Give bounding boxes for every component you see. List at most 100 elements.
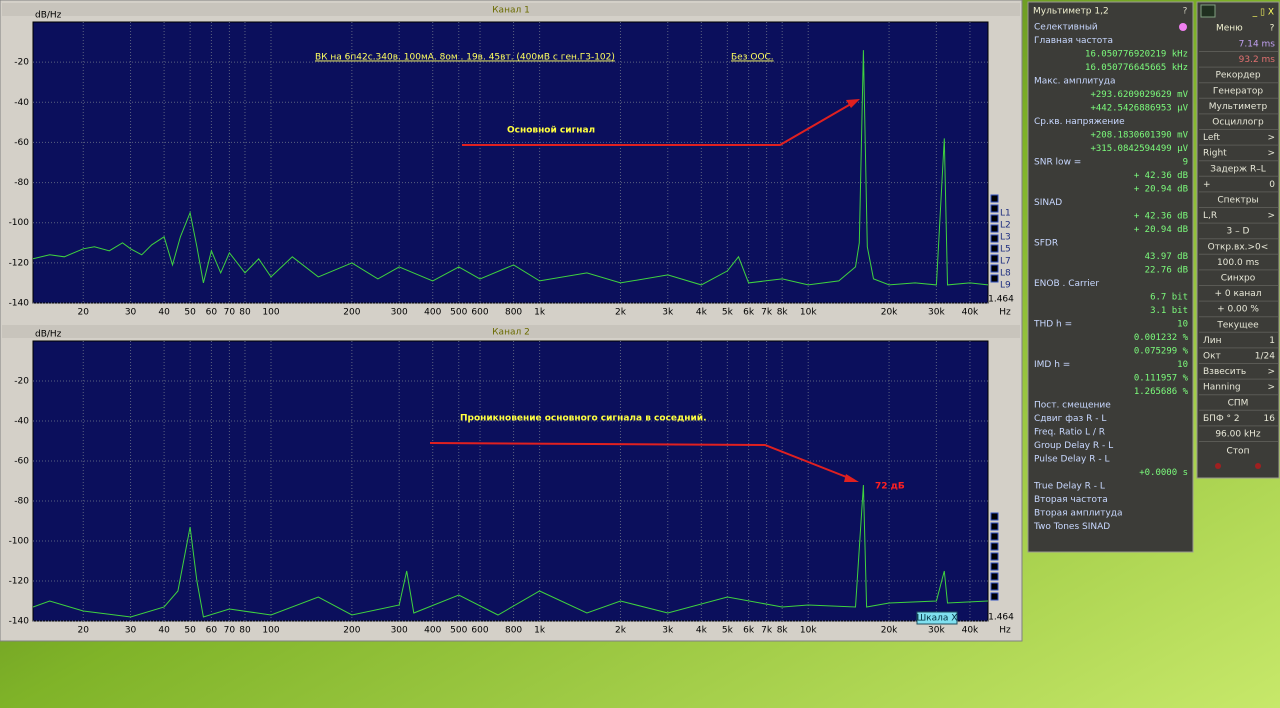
legend-label: L1 bbox=[1000, 209, 1011, 219]
row-label: THD h = bbox=[1033, 320, 1072, 330]
menu-item[interactable]: Left bbox=[1203, 133, 1220, 143]
menu-item[interactable]: БПФ ° 2 bbox=[1203, 414, 1240, 424]
row-value: 6.7 bit bbox=[1150, 293, 1188, 303]
x-tick-label: 10k bbox=[800, 308, 817, 318]
x-tick-label: 800 bbox=[505, 626, 522, 636]
x-tick-label: 300 bbox=[391, 626, 408, 636]
led bbox=[1215, 463, 1221, 469]
row-value: + 42.36 dB bbox=[1134, 171, 1188, 181]
led bbox=[1255, 463, 1261, 469]
menu-item[interactable]: Рекордер bbox=[1215, 71, 1260, 81]
menu-item[interactable]: Мультиметр bbox=[1209, 102, 1268, 112]
y-tick-label: -80 bbox=[14, 178, 29, 188]
menu-value[interactable]: > bbox=[1267, 133, 1275, 143]
menu-value[interactable]: 1/24 bbox=[1255, 352, 1275, 362]
menu-item[interactable]: СПМ bbox=[1228, 398, 1249, 408]
annotation: Основной сигнал bbox=[507, 126, 595, 136]
menu-item[interactable]: + 0.00 % bbox=[1217, 305, 1259, 315]
x-tick-label: 8k bbox=[777, 626, 789, 636]
channel-box bbox=[990, 274, 999, 283]
menu-item[interactable]: Синхро bbox=[1221, 274, 1256, 284]
menu-item[interactable]: Взвесить bbox=[1203, 367, 1246, 377]
row-label: Group Delay R - L bbox=[1034, 441, 1113, 451]
x-axis-unit: Hz bbox=[999, 308, 1011, 318]
x-tick-label: 20k bbox=[881, 626, 898, 636]
menu-value[interactable]: 7.14 ms bbox=[1239, 40, 1276, 50]
menu-title[interactable]: Меню bbox=[1216, 24, 1243, 34]
annotation: 72 дБ bbox=[875, 482, 905, 492]
menu-value[interactable]: 16 bbox=[1264, 414, 1276, 424]
channel-box bbox=[990, 204, 999, 213]
x-tick-label: 100 bbox=[262, 308, 279, 318]
multimeter-title: Мультиметр 1,2 bbox=[1033, 7, 1109, 17]
row-value: + 20.94 dB bbox=[1134, 185, 1188, 195]
legend-label: L8 bbox=[1000, 269, 1011, 279]
menu-value[interactable]: > bbox=[1267, 383, 1275, 393]
x-tick-label: 3k bbox=[662, 626, 674, 636]
menu-item[interactable]: Hanning bbox=[1203, 383, 1241, 393]
stop-button[interactable]: Стоп bbox=[1227, 447, 1250, 457]
arrow-head bbox=[846, 99, 860, 108]
x-axis-unit: Hz bbox=[999, 626, 1011, 636]
menu-item[interactable]: Осциллогр bbox=[1212, 118, 1264, 128]
row-label: Вторая амплитуда bbox=[1034, 509, 1123, 519]
scale-value: 1.464 bbox=[988, 295, 1014, 305]
app-icon bbox=[1200, 4, 1216, 18]
scale-button-label[interactable]: Шкала X bbox=[917, 614, 958, 624]
row-label: Селективный bbox=[1034, 23, 1098, 33]
channel-box bbox=[990, 264, 999, 273]
x-tick-label: 100 bbox=[262, 626, 279, 636]
x-tick-label: 4k bbox=[696, 626, 708, 636]
spectrum-line bbox=[33, 484, 988, 618]
help-button[interactable]: ? bbox=[1270, 24, 1275, 34]
menu-value[interactable]: 93.2 ms bbox=[1239, 55, 1276, 65]
menu-item[interactable]: 3 – D bbox=[1227, 227, 1250, 237]
y-tick-label: -100 bbox=[9, 218, 30, 228]
multimeter: Мультиметр 1,2 ? Селективный Главная частот… bbox=[1033, 7, 1189, 533]
menu-item[interactable]: 100.0 ms bbox=[1217, 258, 1259, 268]
plot-area bbox=[32, 340, 989, 622]
y-tick-label: -120 bbox=[9, 577, 30, 587]
menu-item[interactable]: Генератор bbox=[1213, 86, 1263, 96]
x-tick-label: 7k bbox=[761, 626, 773, 636]
x-tick-label: 800 bbox=[505, 308, 522, 318]
row-value: 0.111957 % bbox=[1134, 374, 1189, 384]
row-value: +293.6209029629 mV bbox=[1090, 90, 1188, 100]
y-tick-label: -140 bbox=[9, 617, 30, 627]
help-button[interactable]: ? bbox=[1183, 7, 1188, 17]
channel-box bbox=[990, 582, 999, 591]
menu-item[interactable]: 96.00 kHz bbox=[1215, 430, 1261, 440]
legend-label: L3 bbox=[1000, 233, 1011, 243]
x-tick-label: 20 bbox=[78, 308, 90, 318]
menu-value[interactable]: > bbox=[1267, 367, 1275, 377]
menu-item[interactable]: Откр.вх.>0< bbox=[1208, 242, 1269, 252]
menu-item[interactable]: Задерж R–L bbox=[1210, 164, 1266, 174]
x-tick-label: 40 bbox=[158, 308, 170, 318]
menu-item[interactable]: + 0 канал bbox=[1214, 289, 1261, 299]
menu-item[interactable]: L,R bbox=[1203, 211, 1217, 221]
menu-item[interactable]: Right bbox=[1203, 149, 1227, 159]
menu-item[interactable]: Текущее bbox=[1216, 320, 1259, 330]
arrow bbox=[462, 100, 857, 146]
menu-value[interactable]: 0 bbox=[1269, 180, 1275, 190]
window-buttons[interactable]: _ ▯ X bbox=[1252, 8, 1274, 18]
menu-item[interactable]: Лин bbox=[1203, 336, 1222, 346]
scale-button[interactable] bbox=[916, 611, 958, 625]
y-tick-label: -40 bbox=[14, 417, 29, 427]
menu-value[interactable]: 1 bbox=[1269, 336, 1275, 346]
menu-item[interactable]: Окт bbox=[1203, 352, 1221, 362]
menu-value[interactable]: > bbox=[1267, 211, 1275, 221]
annotation: Проникновение основного сигнала в соседн… bbox=[460, 414, 707, 424]
x-tick-label: 30 bbox=[125, 308, 137, 318]
menu-item[interactable]: + bbox=[1203, 180, 1211, 190]
row-label: IMD h = bbox=[1034, 360, 1070, 370]
row-value: 0.001232 % bbox=[1134, 333, 1189, 343]
menu-value[interactable]: > bbox=[1267, 149, 1275, 159]
charts: Канал 1 dB/Hz -140 -120 -100 -80 -60 -40 -20 20 30… bbox=[2, 3, 1020, 636]
row-label: Ср.кв. напряжение bbox=[1034, 117, 1125, 127]
row-label: Сдвиг фаз R - L bbox=[1034, 414, 1106, 424]
menu-item[interactable]: Спектры bbox=[1217, 196, 1258, 206]
row-value: + 20.94 dB bbox=[1134, 225, 1188, 235]
row-label: Вторая частота bbox=[1034, 495, 1108, 505]
channel-box bbox=[990, 572, 999, 581]
